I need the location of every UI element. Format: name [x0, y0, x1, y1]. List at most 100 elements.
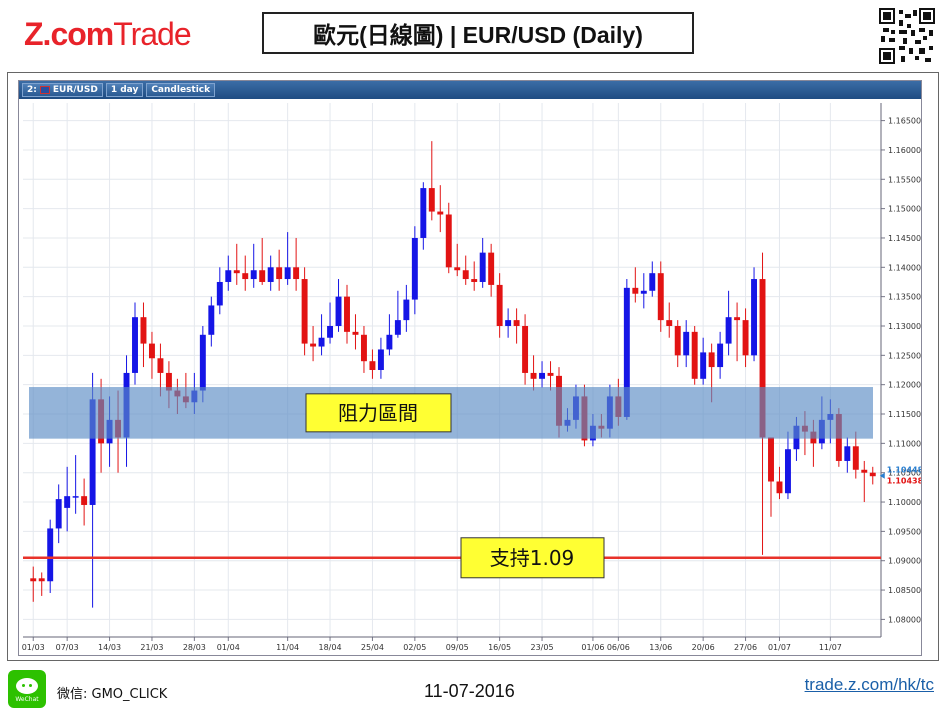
toolbar-period[interactable]: 1 day [105, 83, 144, 97]
page-title: 歐元(日線圖) | EUR/USD (Daily) [262, 12, 694, 54]
candle-body [242, 273, 249, 280]
x-tick-label: 01/07 [768, 643, 791, 652]
candle-body [38, 578, 45, 582]
candle-body [233, 270, 240, 274]
candle-body [776, 481, 783, 494]
candle-body [377, 349, 384, 370]
candle-body [89, 399, 96, 505]
y-tick-label: 1.08500 [888, 586, 921, 595]
price-marker-icon [879, 472, 885, 479]
y-tick-label: 1.14000 [888, 263, 921, 272]
y-tick-label: 1.16000 [888, 146, 921, 155]
candle-body [742, 320, 749, 356]
candle-body [437, 211, 444, 215]
qr-code-icon [879, 8, 935, 64]
candle-body [250, 270, 257, 280]
support-label: 支持1.09 [490, 546, 575, 570]
candle-body [759, 279, 766, 438]
y-tick-label: 1.08000 [888, 615, 921, 624]
x-tick-label: 06/06 [607, 643, 630, 652]
y-tick-label: 1.14500 [888, 234, 921, 243]
candle-body [208, 305, 215, 335]
y-tick-label: 1.13000 [888, 322, 921, 331]
candle-body [852, 446, 859, 470]
flag-icon [39, 86, 50, 94]
candle-body [700, 352, 707, 379]
candle-body [725, 317, 732, 344]
candle-body [513, 320, 520, 326]
candle-body [632, 287, 639, 294]
x-tick-label: 11/04 [276, 643, 299, 652]
candle-body [861, 469, 868, 473]
candle-body [505, 320, 512, 326]
candle-body [462, 270, 469, 280]
x-tick-label: 02/05 [403, 643, 426, 652]
candle-body [81, 496, 88, 505]
candle-body [72, 496, 79, 498]
candle-body [327, 325, 334, 338]
candle-body [310, 343, 317, 347]
toolbar-symbol[interactable]: 2: EUR/USD [22, 83, 103, 97]
candle-body [386, 334, 393, 350]
y-tick-label: 1.11500 [888, 410, 921, 419]
support-label-box [460, 537, 605, 579]
candle-body [784, 449, 791, 494]
window-index: 2: [27, 85, 37, 95]
candle-body [55, 499, 62, 529]
candle-body [64, 496, 71, 508]
candle-body [301, 279, 308, 344]
candle-body [547, 372, 554, 376]
candle-body [47, 528, 54, 582]
logo-bold: Z.com [24, 16, 114, 52]
y-tick-label: 1.15500 [888, 175, 921, 184]
x-tick-label: 27/06 [734, 643, 757, 652]
candle-body [649, 273, 656, 291]
x-tick-label: 25/04 [361, 643, 384, 652]
logo-light: Trade [113, 16, 191, 52]
x-tick-label: 21/03 [140, 643, 163, 652]
y-tick-label: 1.10500 [888, 469, 921, 478]
candle-body [674, 325, 681, 356]
candle-body [360, 334, 367, 362]
candle-body [708, 352, 715, 368]
candle-body [420, 188, 427, 238]
wechat-icon-label: WeChat [15, 695, 39, 703]
y-tick-label: 1.13500 [888, 293, 921, 302]
x-tick-label: 23/05 [531, 643, 554, 652]
candle-body [369, 361, 376, 370]
chart-window: 2: EUR/USD 1 day Candlestick 1.16500 1.160… [18, 80, 922, 656]
candle-body [869, 472, 876, 477]
y-tick-label: 1.10000 [888, 498, 921, 507]
x-tick-label: 11/07 [819, 643, 842, 652]
resistance-label-box [305, 393, 452, 433]
candle-body [165, 372, 172, 391]
toolbar-style[interactable]: Candlestick [146, 83, 216, 97]
candle-body [496, 284, 503, 326]
candle-body [411, 237, 418, 300]
chart-toolbar: 2: EUR/USD 1 day Candlestick [19, 81, 921, 99]
website-link[interactable]: trade.z.com/hk/tc [804, 675, 934, 694]
y-tick-label: 1.16500 [888, 117, 921, 126]
price-label: 1.10438 [887, 476, 922, 485]
candlestick-chart: 1.16500 1.16000 1.15500 1.15000 1.14500 1.140… [19, 99, 922, 655]
candle-body [471, 279, 478, 282]
candle-body [454, 267, 461, 271]
x-tick-label: 16/05 [488, 643, 511, 652]
wechat-id: 微信: GMO_CLICK [57, 687, 168, 702]
x-tick-label: 13/06 [649, 643, 672, 652]
candle-body [640, 290, 647, 294]
candle-body [394, 320, 401, 335]
resistance-label: 阻力區間 [338, 401, 418, 425]
candle-body [216, 281, 223, 306]
y-tick-label: 1.12500 [888, 351, 921, 360]
candle-body [318, 337, 325, 347]
candle-body [225, 270, 232, 282]
candle-body [140, 317, 147, 344]
x-tick-label: 09/05 [446, 643, 469, 652]
candle-body [403, 299, 410, 321]
x-tick-label: 01/03 [22, 643, 45, 652]
candle-body [284, 267, 291, 280]
candle-body [522, 325, 529, 373]
x-tick-label: 14/03 [98, 643, 121, 652]
candle-body [352, 331, 359, 335]
